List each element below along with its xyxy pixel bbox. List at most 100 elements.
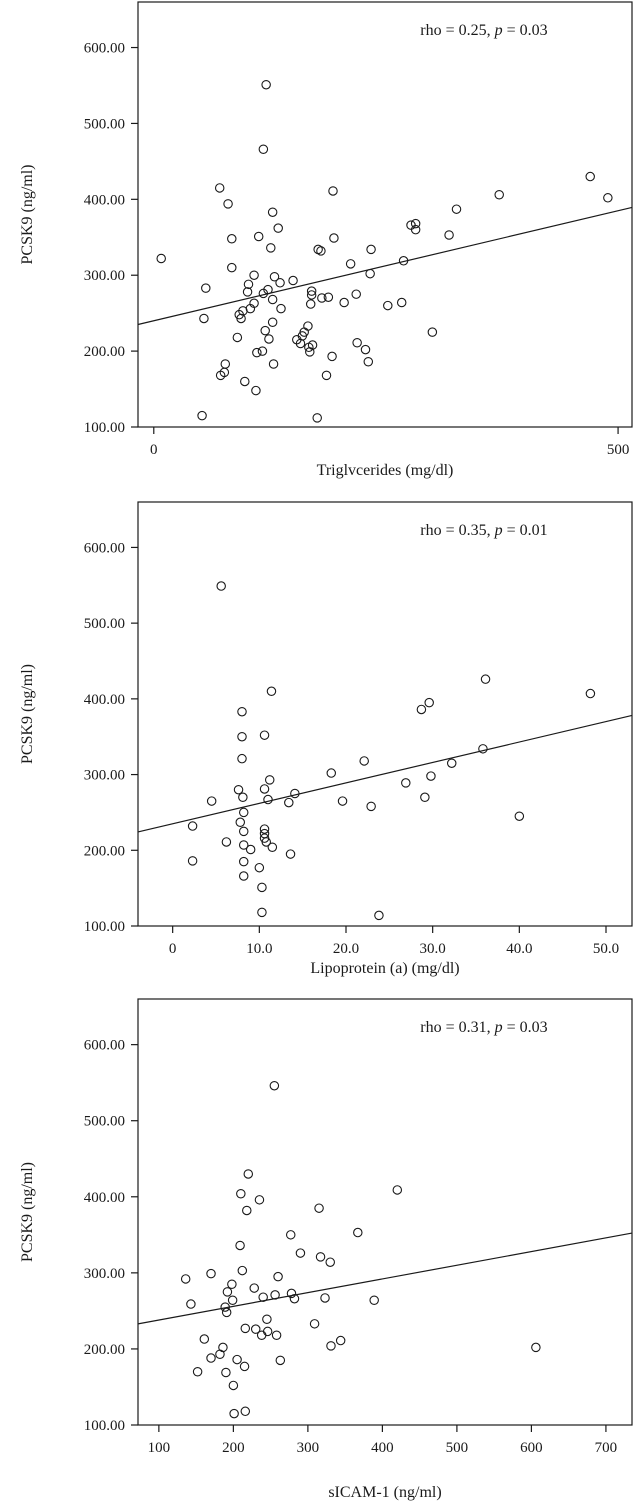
data-point — [326, 768, 337, 778]
y-axis-label: PCSK9 (ng/ml) — [19, 664, 36, 764]
data-point — [236, 1188, 246, 1199]
y-tick-label: 600.00 — [84, 540, 125, 556]
data-point — [424, 697, 434, 708]
data-point — [369, 1295, 379, 1305]
data-point — [263, 794, 273, 805]
x-tick-label: 20.0 — [333, 941, 359, 957]
data-point — [416, 704, 427, 715]
data-point — [585, 171, 595, 182]
data-point — [270, 1290, 280, 1300]
data-point — [267, 294, 278, 305]
data-point — [268, 359, 279, 369]
y-tick-label: 400.00 — [84, 1190, 125, 1206]
data-point — [227, 262, 237, 273]
data-point — [227, 1295, 238, 1305]
data-point — [275, 278, 285, 288]
scatter-panel-3: 100.00 200.00 300.00 400.00 500.00 600.00 100 2… — [19, 998, 633, 1501]
data-point — [264, 775, 275, 785]
data-point — [312, 413, 322, 423]
y-axis-label: PCSK9 (ng/ml) — [19, 164, 36, 264]
data-point — [410, 224, 421, 235]
x-tick-label: 0 — [169, 941, 177, 957]
data-point — [345, 259, 356, 269]
data-point — [309, 1319, 320, 1329]
y-tick-label: 500.00 — [84, 1114, 125, 1130]
data-point — [238, 871, 249, 881]
regression-line — [137, 1232, 633, 1325]
data-point — [396, 297, 407, 308]
data-point — [420, 792, 430, 803]
data-point — [314, 1203, 324, 1213]
data-point — [221, 837, 232, 847]
y-tick-label: 300.00 — [84, 1266, 125, 1282]
x-tick-label: 100 — [148, 1440, 171, 1456]
data-point — [305, 347, 315, 357]
data-point — [374, 910, 384, 921]
data-point — [316, 246, 326, 256]
data-point — [237, 706, 247, 717]
data-point — [259, 824, 270, 834]
data-point — [321, 370, 332, 381]
data-point — [401, 778, 411, 788]
data-point — [257, 907, 267, 918]
x-tick-label: 50.0 — [593, 941, 619, 957]
data-point — [156, 253, 166, 264]
x-tick-label: 0 — [150, 442, 158, 458]
data-point — [235, 1240, 245, 1251]
data-point — [232, 332, 243, 343]
data-point — [410, 218, 421, 229]
data-point — [237, 731, 247, 742]
data-point — [365, 268, 375, 279]
data-point — [238, 807, 249, 818]
data-point — [406, 220, 416, 230]
y-tick-label: 200.00 — [84, 344, 125, 360]
x-tick-label: 500 — [607, 442, 630, 458]
data-point — [290, 788, 300, 799]
data-point — [261, 79, 271, 90]
x-tick-label: 500 — [446, 1440, 469, 1456]
data-point — [267, 207, 278, 217]
data-point — [253, 231, 264, 242]
data-point — [295, 1248, 306, 1258]
data-point — [222, 1287, 233, 1297]
data-point — [351, 289, 361, 299]
data-point — [242, 287, 253, 297]
data-point — [366, 801, 376, 812]
data-point — [273, 223, 283, 233]
data-point — [258, 1292, 268, 1302]
data-point — [197, 410, 207, 421]
annotation-rho: rho = 0.25, — [420, 22, 494, 39]
data-point — [239, 1361, 250, 1372]
x-tick-label: 600 — [520, 1440, 543, 1456]
data-point — [187, 821, 198, 831]
data-point — [480, 674, 491, 684]
data-point — [276, 303, 286, 314]
data-point — [249, 298, 259, 309]
data-point — [398, 256, 409, 266]
x-tick-label: 200 — [222, 1440, 245, 1456]
data-point — [220, 359, 231, 369]
regression-line — [137, 206, 633, 326]
data-point — [514, 811, 525, 821]
data-point — [238, 792, 248, 803]
data-point — [366, 244, 376, 255]
x-tick-label: 300 — [297, 1440, 320, 1456]
y-tick-label: 200.00 — [84, 843, 125, 859]
data-point — [254, 1195, 265, 1205]
data-point — [329, 233, 339, 243]
data-point — [240, 1323, 251, 1334]
annotation-p-symbol: p — [494, 22, 503, 39]
data-point — [335, 1335, 346, 1346]
x-tick-label: 700 — [595, 1440, 618, 1456]
data-point — [235, 817, 246, 828]
data-point — [251, 385, 261, 396]
data-point — [245, 844, 256, 855]
plot-frame — [137, 998, 633, 1426]
data-point — [494, 190, 504, 200]
data-point — [288, 275, 298, 286]
data-point — [240, 1406, 251, 1417]
data-point — [269, 1080, 280, 1091]
data-point — [325, 1257, 335, 1267]
data-point — [206, 1353, 216, 1363]
